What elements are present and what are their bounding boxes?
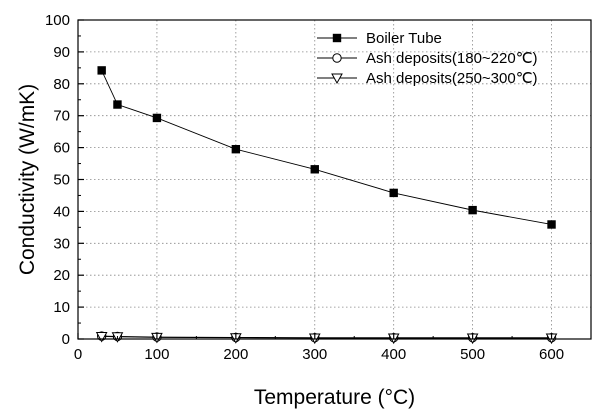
y-tick-label: 60: [53, 140, 70, 157]
legend-label: Boiler Tube: [366, 30, 442, 47]
y-tick-label: 30: [53, 235, 70, 252]
series-3: [95, 331, 558, 345]
x-tick-label: 200: [223, 346, 248, 363]
legend-marker: [332, 53, 342, 63]
data-point: [547, 220, 556, 229]
legend-marker: [332, 33, 342, 43]
x-tick-label: 400: [381, 346, 406, 363]
x-tick-label: 100: [144, 346, 169, 363]
y-tick-label: 70: [53, 108, 70, 125]
x-tick-label: 600: [539, 346, 564, 363]
data-point: [310, 165, 319, 174]
y-tick-label: 20: [53, 267, 70, 284]
data-point: [231, 144, 241, 154]
y-tick-label: 50: [53, 172, 70, 189]
y-tick-label: 80: [53, 76, 70, 93]
legend-item-3: Ash deposits(250~300℃): [317, 70, 538, 87]
ticks: 0 100 200 300 400 500 600 0 10 20 30 40 50 60 70 80 90 10…: [45, 12, 564, 363]
series-1-line: [101, 70, 552, 225]
x-axis-title: Temperature (°C): [254, 386, 415, 409]
data-point: [468, 205, 477, 215]
grid: [78, 20, 591, 339]
y-tick-label: 100: [45, 12, 70, 29]
data-point: [95, 331, 108, 343]
legend-label: Ash deposits(250~300℃): [366, 70, 538, 87]
series-layer: [95, 66, 558, 345]
y-tick-label: 0: [62, 331, 70, 348]
y-tick-label: 40: [53, 203, 70, 220]
legend-label: Ash deposits(180~220℃): [366, 50, 538, 67]
y-axis-title: Conductivity (W/mK): [16, 84, 39, 275]
series-1: [97, 66, 556, 229]
legend-marker: [331, 73, 343, 85]
legend-item-2: Ash deposits(180~220℃): [317, 50, 538, 67]
legend-item-1: Boiler Tube: [317, 30, 442, 47]
data-point: [152, 113, 162, 123]
x-tick-label: 0: [74, 346, 82, 363]
y-tick-label: 10: [53, 299, 70, 316]
data-point: [113, 100, 122, 109]
series-2: [96, 331, 557, 343]
data-point: [389, 188, 398, 198]
data-point: [97, 66, 106, 75]
x-tick-label: 500: [460, 346, 485, 363]
x-tick-label: 300: [302, 346, 327, 363]
legend: Boiler Tube Ash deposits(180~220℃) Ash dep…: [317, 30, 538, 87]
y-tick-label: 90: [53, 44, 70, 61]
